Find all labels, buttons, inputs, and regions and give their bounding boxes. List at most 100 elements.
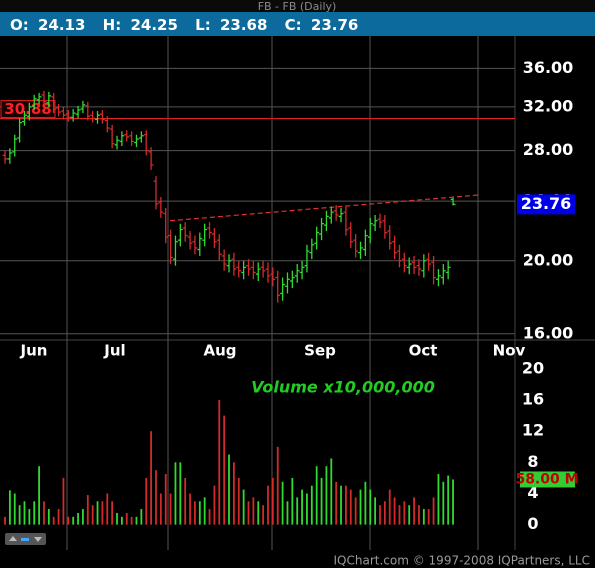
month-lines — [66, 36, 479, 550]
volume-bar — [120, 516, 123, 525]
x-tick-label: Oct — [409, 342, 438, 360]
header-value: 24.13 — [38, 16, 85, 34]
volume-bar — [320, 477, 323, 525]
header-label: C: — [285, 16, 302, 34]
volume-bar — [330, 458, 333, 525]
y-tick-label: 32.00 — [523, 96, 574, 115]
volume-bar — [184, 477, 187, 525]
nav-down[interactable] — [34, 537, 42, 542]
volume-tick-label: 12 — [522, 421, 544, 440]
volume-bar — [223, 415, 226, 525]
volume-bar — [301, 489, 303, 525]
volume-last-label: 58.00 M — [515, 471, 578, 487]
volume-tick-label: 8 — [527, 452, 538, 471]
volume-bar — [169, 493, 172, 525]
volume-bar — [242, 489, 245, 525]
header-label: O: — [10, 16, 29, 34]
volume-bar — [354, 497, 357, 525]
volume-bar — [140, 509, 143, 525]
volume-bar — [125, 512, 128, 525]
volume-bar — [306, 493, 308, 525]
volume-bar — [310, 485, 313, 525]
x-tick-label: Sep — [304, 342, 336, 360]
volume-bar — [155, 470, 157, 525]
volume-bar — [179, 462, 182, 525]
volume-bar — [364, 481, 367, 525]
volume-bar — [135, 516, 138, 525]
volume-bar — [393, 497, 396, 525]
volume-bar — [96, 501, 99, 525]
last-price-label: 23.76 — [521, 194, 572, 213]
volume-bar — [349, 489, 352, 525]
volume-bar — [150, 431, 152, 525]
volume-bar — [52, 516, 55, 525]
footer: IQChart.com © 1997-2008 IQPartners, LLC — [334, 554, 590, 568]
volume-bar — [62, 477, 65, 525]
x-tick-label: Nov — [493, 342, 526, 360]
volume-bar — [28, 509, 31, 525]
volume-bar — [398, 505, 401, 525]
volume-bar — [218, 400, 221, 525]
ohlc-header: O: 24.13 H: 24.25 L: 23.68 C: 23.76 — [10, 16, 358, 34]
volume-bar — [379, 505, 381, 525]
volume-bar — [38, 466, 40, 525]
header-label: L: — [195, 16, 211, 34]
volume-bar — [432, 497, 435, 525]
header-value: 23.68 — [220, 16, 267, 34]
x-tick-label: Aug — [203, 342, 236, 360]
volume-bar — [101, 501, 104, 525]
volume-bar — [232, 462, 235, 525]
volume-bar — [33, 501, 36, 525]
volume-bar — [335, 481, 338, 525]
x-tick-label: Jun — [20, 342, 48, 360]
nav-widget[interactable] — [5, 533, 46, 545]
volume-bar — [18, 505, 21, 525]
volume-bar — [374, 497, 377, 525]
volume-bar — [43, 501, 45, 525]
volume-bar — [13, 493, 16, 525]
volume-bar — [252, 497, 255, 525]
volume-bar — [174, 462, 177, 525]
volume-bar — [91, 505, 94, 525]
title-strip — [0, 0, 595, 12]
volume-bar — [164, 474, 167, 525]
volume-bar — [345, 485, 347, 525]
nav-up[interactable] — [9, 536, 17, 541]
volume-bar — [291, 477, 294, 525]
trendline — [169, 194, 479, 222]
volume-bar — [281, 481, 284, 525]
volume-bar — [67, 516, 70, 525]
volume-title: Volume x10,000,000 — [251, 378, 435, 397]
ohlc-bars — [2, 90, 456, 303]
volume-bar — [228, 454, 230, 525]
volume-bar — [203, 497, 206, 525]
volume-bar — [359, 489, 362, 525]
header-bar — [0, 12, 595, 36]
volume-bar — [86, 495, 89, 525]
volume-bar — [325, 466, 328, 525]
volume-bar — [4, 516, 6, 525]
volume-bar — [418, 505, 420, 525]
x-tick-label: Jul — [103, 342, 125, 360]
volume-bar — [340, 485, 342, 525]
volume-bar — [213, 485, 216, 525]
volume-bar — [315, 466, 318, 525]
volume-tick-label: 0 — [527, 514, 538, 533]
volume-bar — [383, 501, 386, 525]
volume-bar — [23, 501, 26, 525]
volume-bar — [403, 501, 406, 525]
volume-bar — [296, 497, 299, 525]
volume-bar — [111, 501, 114, 525]
volume-bar — [82, 509, 84, 525]
volume-bar — [130, 516, 133, 525]
volume-bar — [286, 501, 289, 525]
volume-bar — [271, 477, 274, 525]
header-value: 24.25 — [130, 16, 177, 34]
volume-bar — [452, 479, 454, 525]
y-tick-label: 20.00 — [523, 250, 574, 269]
nav-mid[interactable] — [21, 538, 29, 541]
volume-bar — [369, 489, 372, 525]
volume-last-box — [520, 471, 575, 488]
volume-bar — [106, 493, 109, 525]
